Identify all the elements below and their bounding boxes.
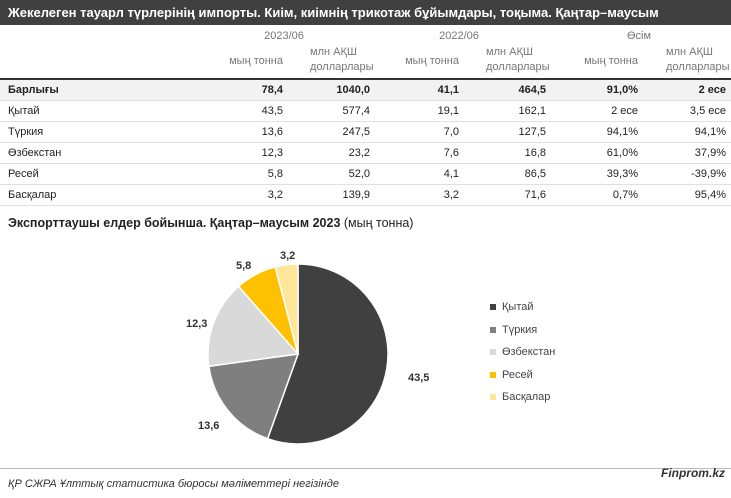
legend-item: Түркия <box>490 323 555 346</box>
cell-value: 577,4 <box>342 105 370 117</box>
legend-label: Ресей <box>502 368 533 381</box>
pie-slice-1 <box>207 353 300 440</box>
cell-value: 7,0 <box>443 126 459 138</box>
cell-value: 94,1% <box>606 126 638 138</box>
cell-value: 71,6 <box>524 189 546 201</box>
row-label: Басқалар <box>8 189 57 201</box>
unit-header: млн АҚШ долларлары <box>486 46 550 73</box>
chart-title-main: Экспорттаушы елдер бойынша. Қаңтар–маусы… <box>8 216 341 230</box>
cell-value: 16,8 <box>524 147 546 159</box>
row-label: Қытай <box>8 105 40 117</box>
cell-value: 5,8 <box>267 168 283 180</box>
cell-value: 247,5 <box>342 126 370 138</box>
period-header-2023: 2023/06 <box>264 30 304 42</box>
pie-slice-4 <box>274 263 299 355</box>
table-row: Өзбекстан 12,3 23,2 7,6 16,8 61,0% 37,9% <box>0 143 731 164</box>
legend-label: Түркия <box>502 323 538 336</box>
footer-divider <box>0 468 731 469</box>
unit-header: мың тонна <box>584 55 638 67</box>
cell-value: 78,4 <box>261 84 283 96</box>
cell-value: 39,3% <box>606 168 638 180</box>
total-row: Барлығы 78,4 1040,0 41,1 464,5 91,0% 2 есе <box>0 80 731 101</box>
cell-value: 2 есе <box>611 105 638 117</box>
cell-value: 86,5 <box>524 168 546 180</box>
legend-swatch <box>490 304 496 311</box>
table-row: Түркия 13,6 247,5 7,0 127,5 94,1% 94,1% <box>0 122 731 143</box>
brand-logo: Finprom.kz <box>660 466 725 480</box>
row-label: Өзбекстан <box>8 147 62 159</box>
cell-value: 13,6 <box>261 126 283 138</box>
cell-value: 19,1 <box>437 105 459 117</box>
row-label: Түркия <box>8 126 44 138</box>
legend-swatch <box>490 394 496 401</box>
cell-value: 3,2 <box>267 189 283 201</box>
cell-value: 162,1 <box>518 105 546 117</box>
source-note: ҚР СЖРА Ұлттық статистика бюросы мәлімет… <box>8 478 339 490</box>
chart-title-unit: (мың тонна) <box>343 216 414 230</box>
legend-label: Өзбекстан <box>502 346 556 358</box>
row-label: Барлығы <box>8 84 59 96</box>
table-row: Қытай 43,5 577,4 19,1 162,1 2 есе 3,5 есе <box>0 101 731 122</box>
period-header-growth: Өсім <box>626 30 652 42</box>
pie-slice-0 <box>266 263 389 445</box>
cell-value: 464,5 <box>518 84 546 96</box>
cell-value: 7,6 <box>443 147 459 159</box>
page-title: Жекелеген тауарл түрлерінің импорты. Киі… <box>0 0 731 25</box>
cell-value: 4,1 <box>443 168 459 180</box>
pie-data-label: 12,3 <box>186 318 208 330</box>
cell-value: 3,5 есе <box>689 105 726 117</box>
cell-value: 61,0% <box>606 147 638 159</box>
pie-slice-2 <box>207 285 300 368</box>
pie-data-label: 5,8 <box>236 260 252 272</box>
period-header-2022: 2022/06 <box>439 30 479 42</box>
legend-label: Қытай <box>502 301 534 313</box>
unit-header: мың тонна <box>405 55 459 67</box>
cell-value: 95,4% <box>694 189 726 201</box>
cell-value: 139,9 <box>342 189 370 201</box>
unit-header: млн АҚШ долларлары <box>310 46 374 73</box>
cell-value: 43,5 <box>261 105 283 117</box>
legend: Қытай Түркия Өзбекстан Ресей Басқалар <box>490 300 555 413</box>
cell-value: 0,7% <box>612 189 638 201</box>
cell-value: 1040,0 <box>336 84 370 96</box>
cell-value: -39,9% <box>691 168 726 180</box>
legend-item: Өзбекстан <box>490 345 555 368</box>
legend-item: Ресей <box>490 368 555 391</box>
pie-data-label: 43,5 <box>408 372 430 384</box>
legend-swatch <box>490 326 496 333</box>
header-rule <box>0 78 731 80</box>
row-label: Ресей <box>8 168 39 180</box>
cell-value: 12,3 <box>261 147 283 159</box>
cell-value: 41,1 <box>437 84 459 96</box>
cell-value: 23,2 <box>348 147 370 159</box>
cell-value: 94,1% <box>694 126 726 138</box>
table-row: Ресей 5,8 52,0 4,1 86,5 39,3% -39,9% <box>0 164 731 185</box>
legend-item: Басқалар <box>490 390 555 413</box>
legend-item: Қытай <box>490 300 555 323</box>
table-row: Басқалар 3,2 139,9 3,2 71,6 0,7% 95,4% <box>0 185 731 206</box>
cell-value: 52,0 <box>348 168 370 180</box>
cell-value: 3,2 <box>443 189 459 201</box>
cell-value: 2 есе <box>698 84 726 96</box>
unit-header: млн АҚШ долларлары <box>666 46 730 73</box>
chart-title: Экспорттаушы елдер бойынша. Қаңтар–маусы… <box>8 216 413 230</box>
cell-value: 91,0% <box>606 84 638 96</box>
legend-swatch <box>490 349 496 356</box>
legend-label: Басқалар <box>502 391 551 403</box>
legend-swatch <box>490 371 496 378</box>
cell-value: 127,5 <box>518 126 546 138</box>
pie-data-label: 13,6 <box>198 420 220 432</box>
unit-header: мың тонна <box>229 55 283 67</box>
cell-value: 37,9% <box>694 147 726 159</box>
pie-data-label: 3,2 <box>280 250 296 262</box>
